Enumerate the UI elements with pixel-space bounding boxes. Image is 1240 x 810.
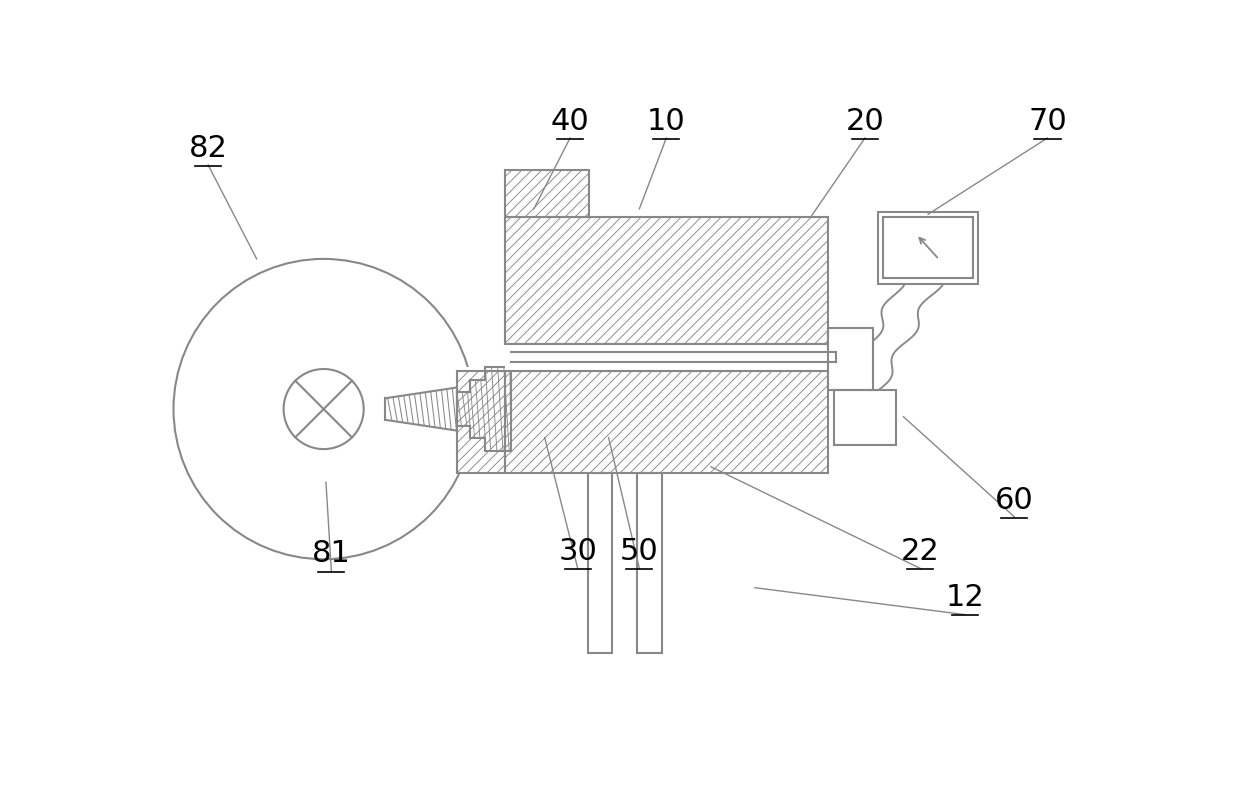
Text: 70: 70 — [1028, 107, 1066, 136]
Bar — [505, 370, 828, 473]
Bar — [588, 473, 613, 653]
Bar — [835, 390, 895, 446]
Bar — [835, 390, 895, 446]
Text: 50: 50 — [620, 537, 658, 566]
Bar — [505, 170, 589, 216]
Bar — [878, 212, 978, 284]
Bar — [505, 216, 828, 343]
Text: 60: 60 — [994, 485, 1034, 514]
Bar — [883, 217, 972, 278]
Bar — [456, 370, 505, 473]
Bar — [505, 170, 589, 216]
Bar — [511, 352, 836, 362]
Bar — [505, 343, 828, 370]
Text: 22: 22 — [901, 537, 940, 566]
Text: 40: 40 — [551, 107, 589, 136]
Bar — [505, 216, 828, 343]
Bar — [828, 328, 873, 390]
Bar — [456, 367, 511, 451]
Bar — [456, 370, 505, 473]
Text: 10: 10 — [647, 107, 686, 136]
Bar — [637, 473, 662, 653]
Text: 12: 12 — [946, 583, 985, 612]
Text: 20: 20 — [846, 107, 884, 136]
Bar — [637, 473, 662, 653]
Text: 81: 81 — [312, 539, 351, 569]
Bar — [386, 387, 456, 431]
Bar — [828, 328, 873, 390]
Text: 30: 30 — [558, 537, 598, 566]
Text: 82: 82 — [188, 134, 228, 163]
Bar — [505, 370, 828, 473]
Bar — [588, 473, 613, 653]
Bar — [878, 212, 978, 284]
